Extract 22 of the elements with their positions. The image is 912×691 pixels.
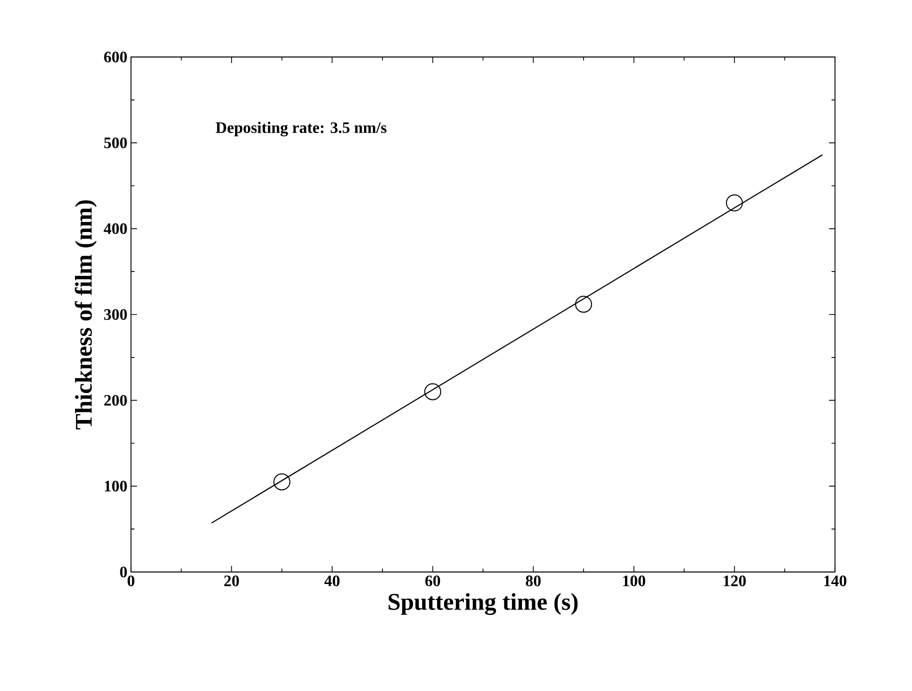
x-tick-label: 20 — [224, 576, 239, 586]
x-tick-label: 100 — [623, 576, 646, 586]
y-tick-label: 600 — [104, 52, 127, 62]
x-tick-label: 140 — [824, 576, 846, 586]
y-tick-label: 500 — [104, 137, 127, 148]
point — [424, 383, 442, 400]
x-tick-label: 80 — [526, 576, 541, 586]
y-tick-label: 100 — [104, 480, 127, 492]
point — [273, 473, 290, 490]
y-tick-label: 0 — [120, 566, 127, 578]
point — [575, 296, 592, 313]
x-tick-label: 60 — [425, 576, 440, 586]
y-tick-label: 400 — [104, 223, 127, 234]
point — [726, 194, 743, 212]
x-axis-title: Sputtering time (s) — [388, 593, 578, 615]
x-tick-label: 120 — [724, 576, 746, 586]
annotation: Depositing rate: 3.5 nm/s — [216, 122, 386, 136]
y-tick-label: 300 — [104, 309, 127, 320]
y-tick-label: 200 — [104, 394, 127, 406]
x-tick-label: 40 — [324, 576, 340, 586]
x-tick-label: 0 — [128, 576, 134, 586]
y-axis-title: Thickness of film (nm) — [74, 200, 97, 430]
